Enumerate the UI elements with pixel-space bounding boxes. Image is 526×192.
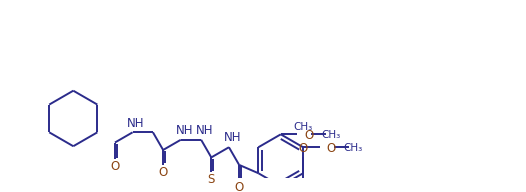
Text: NH: NH	[224, 132, 241, 145]
Text: S: S	[208, 173, 215, 186]
Text: O: O	[326, 142, 336, 155]
Text: O: O	[158, 166, 168, 179]
Text: O: O	[110, 160, 119, 173]
Text: O: O	[299, 142, 308, 155]
Text: CH₃: CH₃	[294, 122, 313, 132]
Text: NH: NH	[127, 117, 144, 130]
Text: NH: NH	[196, 124, 214, 137]
Text: O: O	[304, 129, 313, 142]
Text: CH₃: CH₃	[343, 143, 363, 153]
Text: CH₃: CH₃	[321, 130, 340, 140]
Text: O: O	[235, 181, 244, 192]
Text: NH: NH	[176, 124, 193, 137]
